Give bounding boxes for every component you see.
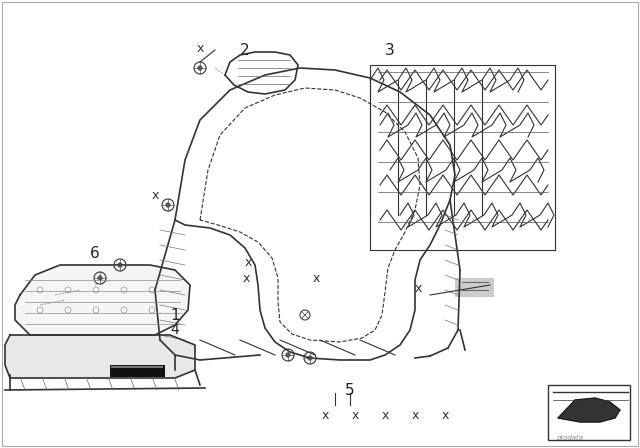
- Polygon shape: [15, 265, 190, 335]
- Text: x: x: [442, 409, 449, 422]
- Text: x: x: [151, 189, 159, 202]
- Text: 2: 2: [240, 43, 250, 57]
- Bar: [548, 385, 630, 440]
- Circle shape: [118, 263, 122, 267]
- Text: 5: 5: [345, 383, 355, 397]
- Text: 4: 4: [171, 323, 179, 337]
- Text: x: x: [312, 271, 320, 284]
- Circle shape: [308, 356, 312, 360]
- Circle shape: [285, 353, 291, 358]
- Text: x: x: [412, 409, 419, 422]
- Text: x: x: [381, 409, 388, 422]
- Text: x: x: [414, 281, 422, 294]
- Polygon shape: [5, 335, 195, 378]
- Text: x: x: [196, 42, 204, 55]
- Polygon shape: [558, 398, 620, 422]
- Circle shape: [166, 202, 170, 207]
- Text: 6: 6: [90, 246, 100, 260]
- Circle shape: [97, 276, 102, 280]
- Bar: [110, 365, 165, 377]
- Text: 1: 1: [170, 307, 180, 323]
- Text: x: x: [243, 271, 250, 284]
- Text: x: x: [321, 409, 329, 422]
- Text: 3: 3: [385, 43, 395, 57]
- Circle shape: [198, 65, 202, 70]
- Text: x: x: [351, 409, 358, 422]
- Text: otodata: otodata: [557, 435, 584, 441]
- Text: x: x: [244, 255, 252, 268]
- Bar: [455, 278, 493, 296]
